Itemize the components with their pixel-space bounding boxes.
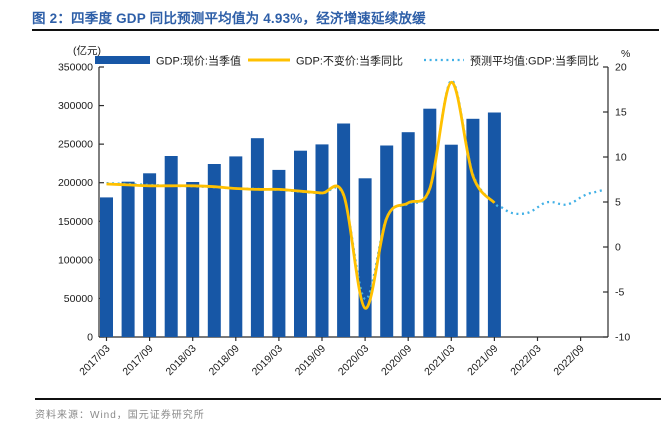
svg-text:GDP:不变价:当季同比: GDP:不变价:当季同比 [296,54,403,68]
svg-text:2019/03: 2019/03 [250,343,285,378]
bars-gdp-current-price [100,108,501,337]
source-rule [35,398,661,400]
svg-text:(亿元): (亿元) [73,44,101,57]
svg-text:2021/09: 2021/09 [465,343,500,378]
svg-text:预测平均值:GDP:当季同比: 预测平均值:GDP:当季同比 [470,54,599,68]
bar [100,197,113,337]
line-gdp-yoy [106,80,496,310]
bar [143,173,157,337]
bar [401,132,415,337]
bar [315,144,329,337]
svg-text:100000: 100000 [58,254,93,266]
svg-text:-5: -5 [615,287,624,299]
svg-text:2022/03: 2022/03 [508,343,543,378]
title-rule [32,29,659,31]
svg-text:2019/09: 2019/09 [293,343,328,378]
bar [250,138,264,337]
svg-text:2017/09: 2017/09 [120,343,155,378]
bar [121,181,135,337]
svg-text:2021/03: 2021/03 [422,343,457,378]
svg-text:5: 5 [615,197,621,209]
bar [229,156,243,337]
bar [444,144,458,337]
svg-text:0: 0 [615,242,621,254]
svg-text:300000: 300000 [58,100,93,112]
bar [487,112,501,337]
svg-text:250000: 250000 [58,139,93,151]
svg-text:20: 20 [615,62,627,74]
bar [466,118,480,337]
figure-title: 图 2：四季度 GDP 同比预测平均值为 4.93%，经济增速延续放缓 [32,11,426,26]
axes [98,66,609,341]
legend: GDP:现价:当季值 GDP:不变价:当季同比 预测平均值:GDP:当季同比 [95,54,599,68]
svg-text:10: 10 [615,152,627,164]
svg-text:GDP:现价:当季值: GDP:现价:当季值 [156,54,241,68]
bar [358,178,372,337]
bar [294,150,307,337]
source-note: 资料来源：Wind，国元证券研究所 [35,410,205,421]
svg-text:2022/09: 2022/09 [551,343,586,378]
svg-text:2017/03: 2017/03 [77,343,112,378]
svg-text:%: % [621,48,630,60]
svg-text:2020/03: 2020/03 [336,343,371,378]
svg-text:-10: -10 [615,332,630,344]
legend-swatch-bar [95,56,150,64]
bar [186,182,200,337]
bar [337,123,351,337]
bar [164,156,178,337]
bar [380,145,394,337]
svg-text:2018/03: 2018/03 [163,343,198,378]
svg-text:2018/09: 2018/09 [207,343,242,378]
svg-text:50000: 50000 [64,293,93,305]
svg-text:350000: 350000 [58,62,93,74]
svg-text:0: 0 [87,332,93,344]
svg-text:15: 15 [615,107,627,119]
svg-text:150000: 150000 [58,216,93,228]
svg-text:2020/09: 2020/09 [379,343,414,378]
bar [207,164,221,337]
bar [272,169,286,337]
bar [423,108,437,337]
svg-text:200000: 200000 [58,177,93,189]
